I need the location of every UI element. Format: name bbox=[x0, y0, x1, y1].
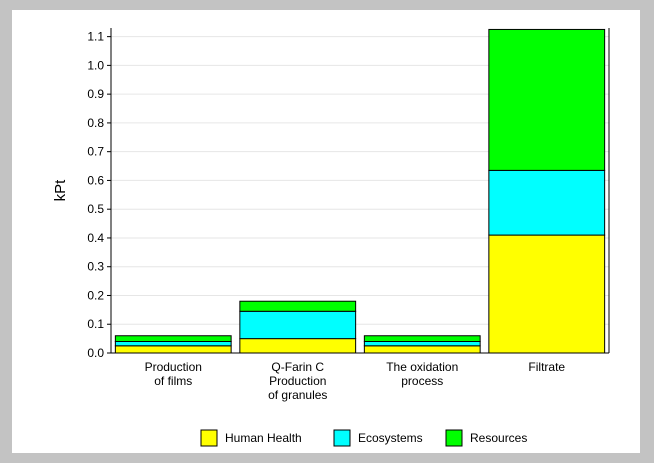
y-tick-label: 0.2 bbox=[87, 288, 104, 302]
y-tick-label: 1.0 bbox=[87, 58, 104, 72]
stacked-bar-chart: 0.0 0.1 0.2 0.3 0.4 0.5 0.6 0.7 0.8 0.9 1.0 1.1 kPt P… bbox=[52, 28, 610, 447]
y-tick-label: 0.3 bbox=[87, 260, 104, 274]
legend-swatch bbox=[445, 429, 463, 447]
bar-segment bbox=[239, 310, 357, 340]
y-tick-label: 0.1 bbox=[87, 317, 104, 331]
legend-swatch bbox=[200, 429, 218, 447]
x-tick-label: The oxidation process bbox=[386, 360, 458, 388]
bar-segment bbox=[363, 340, 481, 347]
bar-segment bbox=[114, 335, 232, 342]
y-tick-label: 0.9 bbox=[87, 87, 104, 101]
bar-segment bbox=[488, 169, 606, 236]
bar-segment bbox=[239, 338, 357, 354]
legend-swatch bbox=[333, 429, 351, 447]
y-tick-label: 0.8 bbox=[87, 116, 104, 130]
y-tick-label: 1.1 bbox=[87, 30, 104, 44]
bar-segment bbox=[114, 345, 232, 354]
x-tick-label: Filtrate bbox=[528, 360, 565, 374]
y-tick-label: 0.5 bbox=[87, 202, 104, 216]
y-tick-label: 0.7 bbox=[87, 145, 104, 159]
y-axis-label: kPt bbox=[52, 179, 69, 202]
legend-label: Human Health bbox=[225, 431, 302, 445]
y-tick-label: 0.6 bbox=[87, 173, 104, 187]
x-tick-label: Q-Farin C Production of granules bbox=[268, 360, 327, 402]
bar-segment bbox=[363, 335, 481, 342]
bar-segment bbox=[488, 234, 606, 354]
legend-label: Resources bbox=[470, 431, 527, 445]
bar-segment bbox=[239, 300, 357, 312]
y-tick-label: 0.0 bbox=[87, 346, 104, 360]
y-tick-label: 0.4 bbox=[87, 231, 104, 245]
bar-segment bbox=[114, 340, 232, 347]
bar-segment bbox=[363, 345, 481, 354]
x-tick-label: Production of films bbox=[145, 360, 202, 388]
legend-label: Ecosystems bbox=[358, 431, 423, 445]
chart-frame: 0.0 0.1 0.2 0.3 0.4 0.5 0.6 0.7 0.8 0.9 1.0 1.1 kPt P… bbox=[12, 10, 640, 453]
bar-segment bbox=[488, 28, 606, 171]
